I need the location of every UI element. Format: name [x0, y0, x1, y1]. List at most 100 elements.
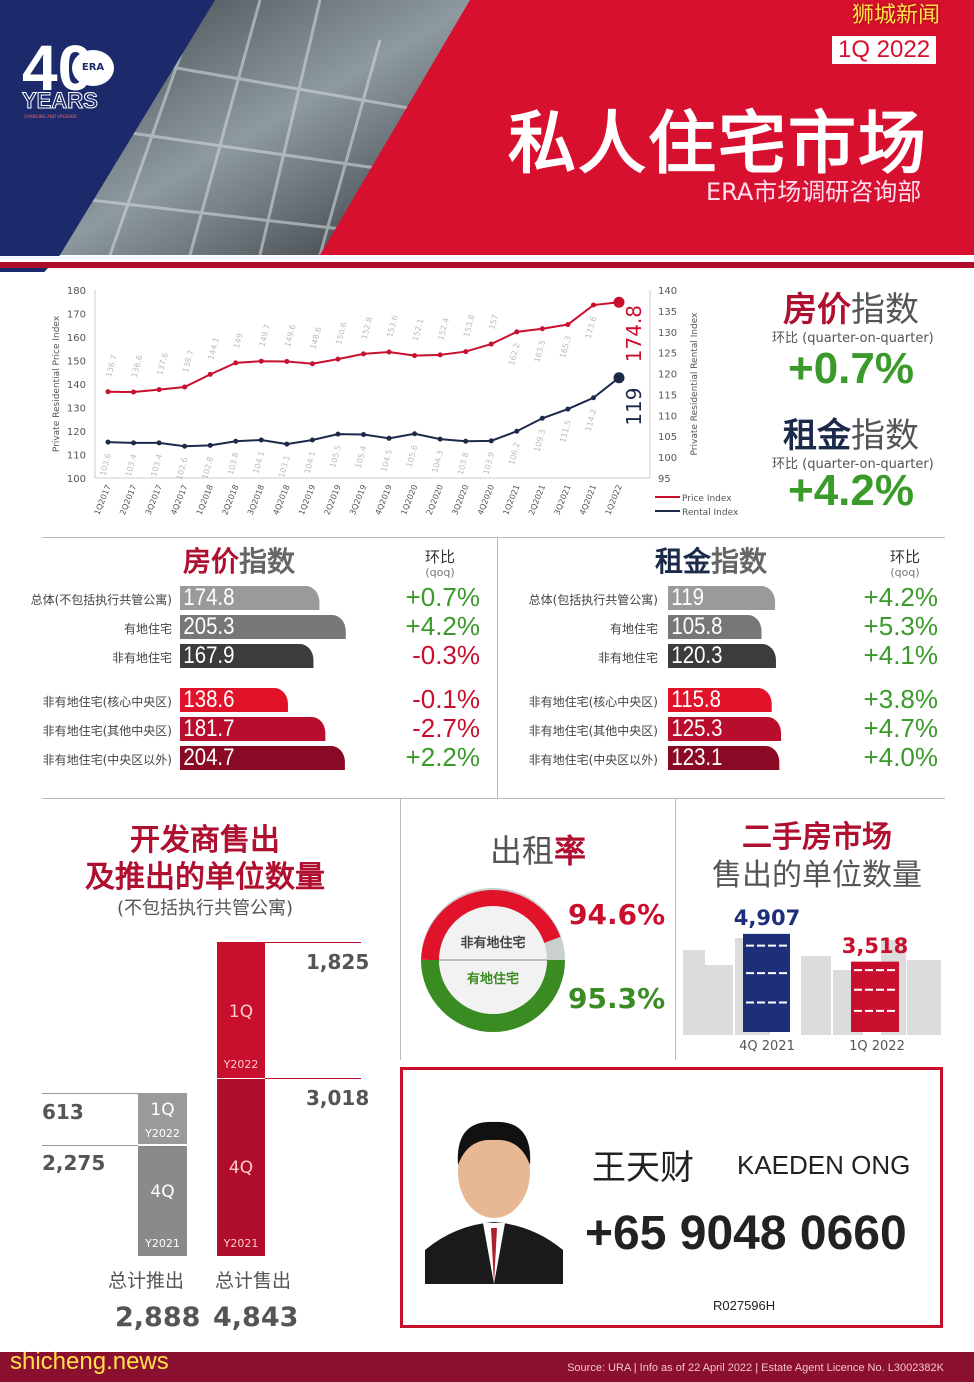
data-label: 157	[487, 313, 500, 330]
y2-tick-label: 140	[658, 286, 677, 297]
rental-table-title: 租金指数	[655, 540, 767, 580]
qoq-header: 环比	[424, 548, 455, 566]
sold-1q-year: Y2022	[223, 1058, 259, 1071]
price-summary-title: 房价指数	[783, 290, 919, 330]
row-label: 非有地住宅	[597, 651, 658, 665]
data-label: 105.5	[328, 444, 343, 468]
data-point	[437, 352, 443, 358]
data-point	[105, 389, 111, 395]
data-point	[105, 439, 111, 445]
data-label: 150.6	[334, 321, 349, 345]
qoq-value: +4.2%	[405, 611, 480, 641]
data-point	[233, 438, 239, 444]
data-point	[207, 371, 213, 377]
x-tick-label: 1Q2020	[399, 483, 419, 516]
era-logo: ERA	[72, 50, 114, 86]
x-tick-label: 2Q2019	[323, 483, 343, 516]
watermark: 狮城新闻	[852, 3, 941, 28]
data-point	[590, 395, 596, 401]
sold-total: 4,843	[213, 1302, 299, 1333]
page-title: 私人住宅市场	[508, 105, 929, 184]
data-point	[539, 326, 545, 332]
y-tick-label: 100	[67, 474, 86, 485]
row-label: 非有地住宅	[111, 651, 172, 665]
legend-label: Rental Index	[682, 508, 739, 518]
sold-4q-bar	[217, 1079, 265, 1256]
data-label: 105.6	[405, 444, 420, 468]
non-landed-arc	[421, 890, 561, 961]
x-tick-label: 3Q2021	[553, 483, 573, 516]
logo-tagline: CHANGING AND UPGRADE	[24, 114, 77, 119]
data-point	[590, 302, 596, 308]
x-tick-label: 1Q2019	[297, 483, 317, 516]
resale-period-4q2021: 4Q 2021	[739, 1039, 795, 1054]
row-label: 有地住宅	[609, 622, 658, 636]
y2-tick-label: 105	[658, 432, 677, 443]
developer-note: (不包括执行共管公寓)	[116, 898, 294, 919]
y2-tick-label: 135	[658, 307, 677, 318]
data-label: 104.5	[379, 448, 394, 472]
x-tick-label: 3Q2017	[144, 483, 164, 516]
divider	[42, 798, 945, 799]
x-tick-label: 4Q2019	[374, 483, 394, 516]
data-point	[156, 440, 162, 446]
y2-tick-label: 115	[658, 390, 677, 401]
index-bar: 105.8	[668, 615, 762, 639]
x-tick-label: 4Q2017	[169, 483, 189, 516]
x-tick-label: 4Q2018	[271, 483, 291, 516]
y-tick-label: 140	[67, 380, 86, 391]
launched-4q-year: Y2021	[145, 1237, 180, 1250]
data-point	[182, 384, 188, 390]
qoq-value: +4.1%	[863, 640, 938, 670]
price-qoq-value: +0.7%	[788, 344, 914, 393]
launched-1q-year: Y2022	[145, 1127, 180, 1140]
x-tick-label: 1Q2018	[195, 483, 215, 516]
data-point	[412, 353, 418, 359]
x-tick-label: 1Q2021	[501, 483, 521, 516]
data-point	[131, 389, 137, 395]
x-tick-label: 3Q2019	[348, 483, 368, 516]
data-label: 105.4	[354, 445, 369, 469]
divider	[42, 537, 945, 538]
data-label: 104.1	[303, 450, 318, 474]
data-point	[258, 358, 264, 364]
footer-bar	[0, 1352, 974, 1382]
data-label: 153.6	[385, 314, 400, 338]
y2-tick-label: 125	[658, 349, 677, 360]
data-point	[361, 432, 366, 438]
landed-label: 有地住宅	[466, 972, 519, 987]
x-tick-label: 2Q2021	[527, 483, 547, 516]
qoq-value: +4.2%	[863, 582, 938, 612]
landed-rate: 95.3%	[568, 982, 666, 1015]
data-label: 138.7	[181, 349, 196, 373]
qoq-subheader: (qoq)	[890, 566, 920, 579]
data-label: 152.4	[436, 317, 451, 341]
legend-label: Price Index	[682, 494, 732, 504]
row-label: 非有地住宅(核心中央区)	[528, 695, 658, 709]
data-label: 137.6	[155, 352, 170, 376]
y-axis-title: Private Residential Price Index	[52, 315, 62, 452]
data-point	[565, 322, 571, 328]
rental-qoq-value: +4.2%	[788, 466, 914, 515]
divider	[265, 942, 361, 943]
data-label: 152.8	[360, 316, 375, 340]
qoq-value: -0.3%	[412, 640, 480, 670]
resale-period-1q2022: 1Q 2022	[849, 1039, 905, 1054]
y-tick-label: 170	[67, 310, 86, 321]
qoq-value: +4.0%	[863, 742, 938, 772]
data-point	[514, 428, 520, 434]
data-point	[207, 442, 213, 448]
index-bar: 119	[668, 586, 775, 610]
page-subtitle: ERA市场调研咨询部	[706, 178, 922, 206]
agent-phone[interactable]: +65 9048 0660	[585, 1207, 907, 1260]
developer-title-2: 及推出的单位数量	[85, 860, 325, 895]
index-bar: 205.3	[180, 615, 346, 639]
qoq-value: +2.2%	[405, 742, 480, 772]
launched-4q-label: 4Q	[150, 1182, 175, 1202]
rental-qoq-label: 环比 (quarter-on-quarter)	[772, 457, 934, 472]
qoq-value: +0.7%	[405, 582, 480, 612]
row-label: 有地住宅	[123, 622, 172, 636]
data-label: 136.6	[130, 354, 145, 378]
data-label: 149.7	[258, 323, 273, 347]
data-point	[335, 431, 341, 437]
